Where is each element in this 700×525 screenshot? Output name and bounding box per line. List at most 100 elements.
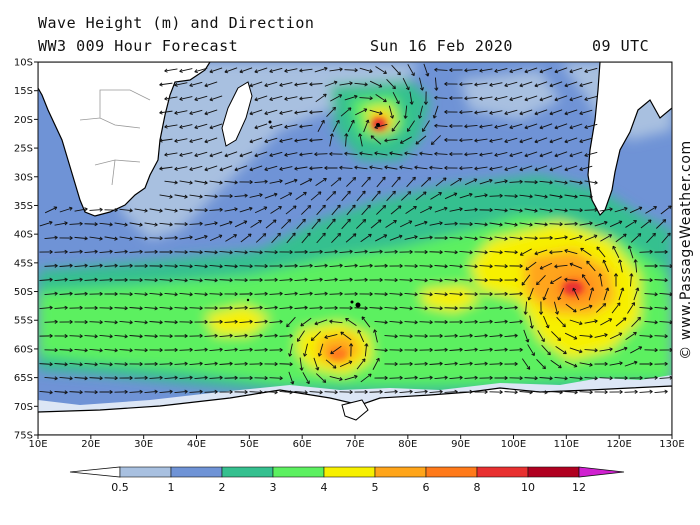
wave-arrow <box>420 177 432 187</box>
wave-arrow <box>399 361 413 366</box>
wave-arrow <box>359 151 373 156</box>
lat-label: 15S <box>14 86 33 97</box>
wave-arrow <box>406 120 415 132</box>
wave-arrow <box>254 206 268 214</box>
wave-arrow <box>286 232 296 244</box>
wave-arrow <box>519 222 533 227</box>
wave-arrow <box>519 109 533 116</box>
wave-arrow <box>449 151 463 157</box>
wave-arrow <box>119 236 133 241</box>
lon-label: 70E <box>345 439 364 450</box>
wave-arrow <box>509 179 523 184</box>
wave-arrow <box>639 306 653 311</box>
wave-arrow <box>44 263 58 268</box>
wave-arrow <box>609 361 623 366</box>
wave-arrow <box>489 166 503 171</box>
wave-arrow <box>554 264 568 269</box>
wave-arrow <box>639 361 653 367</box>
lat-label: 65S <box>14 373 33 384</box>
wave-arrow <box>134 348 148 353</box>
wave-arrow <box>189 361 203 366</box>
wave-arrow <box>288 343 293 357</box>
wave-arrow <box>314 263 328 268</box>
wave-arrow <box>434 347 448 352</box>
wave-arrow <box>309 138 323 143</box>
wave-arrow <box>403 105 408 119</box>
wave-arrow <box>354 165 368 170</box>
lon-label: 40E <box>187 439 206 450</box>
wave-arrow <box>550 359 562 369</box>
lat-label: 55S <box>14 316 33 327</box>
wave-arrow <box>631 316 641 327</box>
wave-arrow <box>569 151 583 158</box>
wave-arrow <box>324 80 338 87</box>
wave-arrow <box>479 208 493 213</box>
wave-arrow <box>364 343 369 357</box>
wave-arrow <box>209 67 223 74</box>
wave-arrow <box>579 221 593 226</box>
wave-arrow <box>369 249 383 254</box>
wave-arrow <box>159 166 173 171</box>
wave-arrow <box>59 206 73 213</box>
wave-arrow <box>388 105 395 119</box>
wave-arrow <box>399 136 412 144</box>
wave-arrow <box>464 207 478 212</box>
wave-arrow <box>269 376 283 381</box>
wave-arrow <box>239 151 253 158</box>
wave-arrow <box>339 81 353 86</box>
wave-arrow <box>254 179 268 184</box>
wave-arrow <box>59 319 73 324</box>
wave-arrow <box>430 135 441 145</box>
wave-arrow <box>404 320 418 325</box>
wave-arrow <box>434 151 448 156</box>
wave-arrow <box>554 208 568 213</box>
wave-arrow <box>494 375 508 381</box>
wave-arrow <box>444 81 458 86</box>
wave-arrow <box>459 333 473 338</box>
wave-arrow <box>444 192 458 200</box>
wave-arrow <box>224 264 238 269</box>
wave-arrow <box>194 319 208 325</box>
wave-arrow <box>254 151 268 158</box>
wave-arrow <box>99 334 113 339</box>
wave-arrow <box>209 292 223 297</box>
wave-height-field <box>38 62 672 435</box>
colorbar-segment <box>272 466 325 478</box>
wave-arrow <box>294 305 308 310</box>
wave-arrow <box>326 218 336 230</box>
wave-arrow <box>144 389 158 394</box>
wave-arrow <box>99 277 113 282</box>
wave-arrow <box>104 291 118 297</box>
wave-arrow <box>309 277 323 282</box>
colorbar-label: 4 <box>321 481 328 494</box>
wave-arrow <box>325 359 337 369</box>
wave-arrow <box>564 332 578 340</box>
lon-label: 110E <box>554 439 579 450</box>
wave-arrow <box>189 221 203 226</box>
lat-label: 70S <box>14 402 33 413</box>
wave-arrow <box>344 94 358 101</box>
wave-arrow <box>414 361 428 366</box>
wave-arrow <box>270 206 282 214</box>
wave-arrow <box>625 331 637 340</box>
wave-arrow <box>549 137 563 144</box>
wave-arrow <box>249 81 263 88</box>
wave-arrow <box>414 306 428 311</box>
wave-arrow <box>189 137 203 144</box>
wave-arrow <box>264 192 278 199</box>
wave-arrow <box>209 347 223 352</box>
wave-arrow <box>164 152 178 157</box>
wave-arrow <box>159 222 173 227</box>
wave-arrow <box>459 82 473 87</box>
wave-arrow <box>159 278 173 283</box>
wave-arrow <box>615 233 627 243</box>
wave-arrow <box>414 249 428 255</box>
wave-arrow <box>361 176 371 188</box>
wave-arrow <box>204 278 218 283</box>
wave-arrow <box>474 361 488 366</box>
wave-arrow <box>84 362 98 367</box>
wave-arrow <box>654 334 668 339</box>
wave-arrow <box>373 329 378 343</box>
wave-arrow <box>164 208 178 213</box>
wave-arrow <box>315 93 327 103</box>
